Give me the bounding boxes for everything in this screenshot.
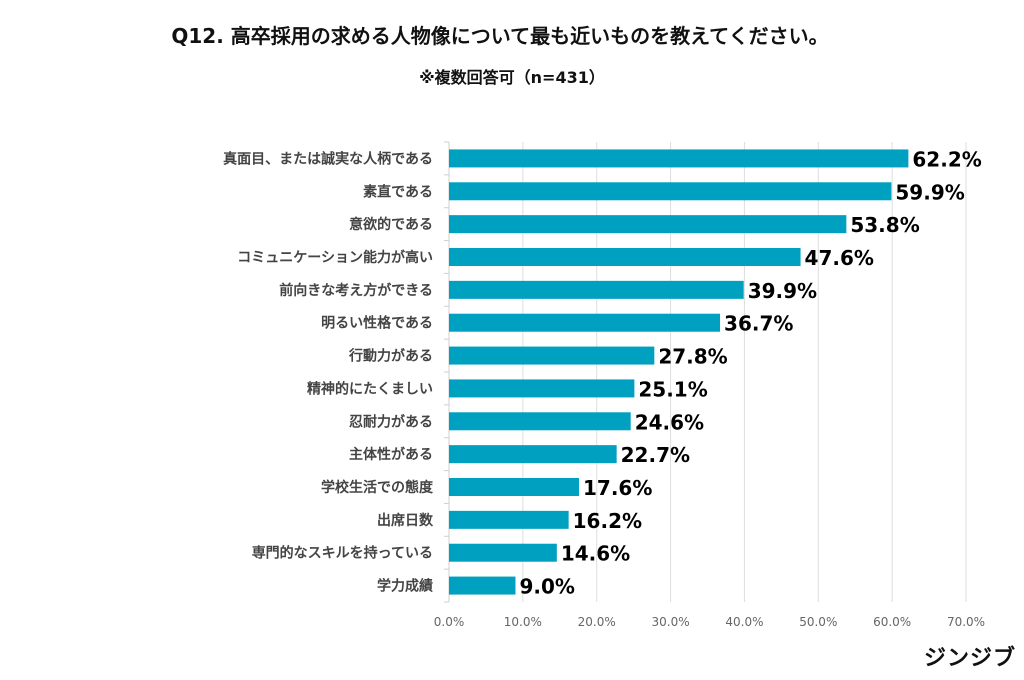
bar xyxy=(449,149,909,168)
data-label: 16.2% xyxy=(573,509,642,533)
bar xyxy=(449,182,892,201)
x-tick-label: 10.0% xyxy=(504,615,542,629)
category-label: 真面目、または誠実な人柄である xyxy=(223,150,433,167)
data-label: 17.6% xyxy=(583,476,652,500)
category-label: 前向きな考え方ができる xyxy=(279,282,433,299)
data-label: 59.9% xyxy=(895,180,964,204)
brand-logo: ジンジブ xyxy=(923,646,1016,671)
x-tick-label: 60.0% xyxy=(873,615,911,629)
bar xyxy=(449,478,579,496)
category-label: 明るい性格である xyxy=(321,315,433,332)
category-label: 学校生活での態度 xyxy=(321,479,434,496)
data-label: 53.8% xyxy=(850,213,919,237)
category-label: 意欲的である xyxy=(349,216,433,233)
data-label: 39.9% xyxy=(748,279,817,303)
data-label: 22.7% xyxy=(621,443,690,467)
category-label: 主体性がある xyxy=(349,446,433,463)
bar xyxy=(449,313,721,332)
bar xyxy=(449,346,655,365)
x-tick-label: 0.0% xyxy=(434,615,465,629)
bar xyxy=(449,379,635,398)
bar xyxy=(449,248,801,266)
bar xyxy=(449,445,617,464)
bar xyxy=(449,576,516,595)
data-label: 24.6% xyxy=(635,410,704,434)
bar xyxy=(449,412,631,431)
x-tick-label: 70.0% xyxy=(947,615,985,629)
data-label: 62.2% xyxy=(912,147,981,171)
bar xyxy=(449,215,847,234)
x-tick-label: 20.0% xyxy=(578,615,616,629)
x-tick-label: 50.0% xyxy=(799,615,837,629)
x-tick-label: 30.0% xyxy=(652,615,690,629)
bar xyxy=(449,543,557,562)
category-label: 学力成績 xyxy=(377,578,433,595)
chart-subtitle: ※複数回答可（n=431） xyxy=(419,68,605,87)
category-label: 専門的なスキルを持っている xyxy=(252,545,433,562)
category-label: 忍耐力がある xyxy=(349,413,433,430)
category-label: 素直である xyxy=(363,183,433,200)
data-label: 47.6% xyxy=(805,246,874,270)
data-label: 14.6% xyxy=(561,542,630,566)
data-label: 36.7% xyxy=(724,312,793,336)
chart-title: Q12. 高卒採用の求める人物像について最も近いものを教えてください。 xyxy=(171,24,829,48)
data-label: 27.8% xyxy=(658,345,727,369)
category-label: 出席日数 xyxy=(377,512,434,529)
data-label: 9.0% xyxy=(519,575,574,599)
category-label: 精神的にたくましい xyxy=(307,380,433,397)
x-tick-label: 40.0% xyxy=(725,615,763,629)
bar xyxy=(449,510,569,529)
bar xyxy=(449,280,744,299)
category-label: 行動力がある xyxy=(348,348,433,365)
category-label: コミュニケーション能力が高い xyxy=(237,249,433,266)
data-label: 25.1% xyxy=(638,377,707,401)
